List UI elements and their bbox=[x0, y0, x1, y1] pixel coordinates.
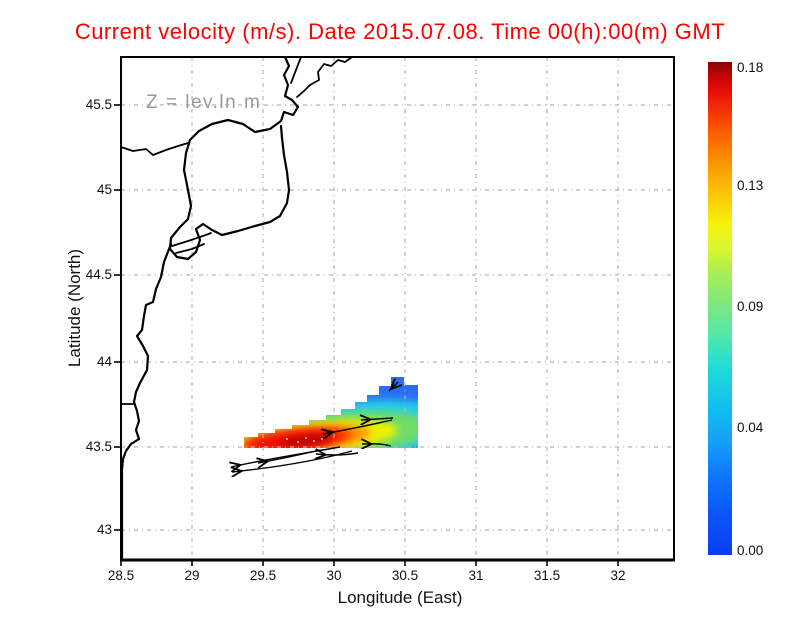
current-vector-arrows bbox=[231, 382, 398, 472]
layer-annotation: Z = lev.ln m bbox=[146, 92, 261, 113]
inlet-spur-north bbox=[120, 142, 189, 156]
x-tick-label: 30.5 bbox=[392, 568, 418, 583]
y-axis-title: Latitude (North) bbox=[65, 249, 84, 367]
x-tick-label: 28.5 bbox=[108, 568, 134, 583]
x-tick-labels: 28.5 29 29.5 30 30.5 31 31.5 32 bbox=[108, 568, 626, 583]
corner-vector-arrow bbox=[388, 382, 398, 392]
y-tick-label: 43 bbox=[97, 522, 112, 537]
delta-branch bbox=[290, 56, 302, 84]
x-axis-title: Longitude (East) bbox=[338, 588, 463, 607]
coastline bbox=[120, 55, 353, 562]
plot-frame bbox=[120, 56, 675, 561]
x-tick-label: 30 bbox=[326, 568, 341, 583]
gridlines bbox=[121, 57, 674, 560]
x-tick-label: 29.5 bbox=[250, 568, 276, 583]
lagoon-spit-line-2 bbox=[175, 243, 205, 254]
colorbar-tick-label: 0.00 bbox=[737, 543, 763, 558]
colorbar-tick-label: 0.04 bbox=[737, 420, 764, 435]
y-tick-label: 44 bbox=[97, 354, 113, 369]
delta-front bbox=[296, 56, 353, 98]
axis-ticks bbox=[114, 104, 619, 566]
x-tick-label: 29 bbox=[184, 568, 199, 583]
colorbar-tick-label: 0.09 bbox=[737, 299, 763, 314]
y-tick-label: 43.5 bbox=[86, 439, 112, 454]
x-tick-label: 31 bbox=[468, 568, 483, 583]
colorbar: 0.18 0.13 0.09 0.04 0.00 bbox=[708, 60, 764, 558]
y-tick-label: 45 bbox=[97, 182, 112, 197]
velocity-field-patch bbox=[244, 377, 418, 448]
plot-title: Current velocity (m/s). Date 2015.07.08.… bbox=[75, 19, 725, 44]
x-tick-label: 31.5 bbox=[534, 568, 560, 583]
lagoon-spit-line bbox=[171, 232, 212, 247]
y-tick-label: 44.5 bbox=[86, 267, 112, 282]
x-tick-label: 32 bbox=[610, 568, 625, 583]
colorbar-tick-label: 0.18 bbox=[737, 60, 763, 75]
y-tick-label: 45.5 bbox=[86, 97, 112, 112]
colorbar-gradient bbox=[708, 62, 732, 555]
y-tick-labels: 45.5 45 44.5 44 43.5 43 bbox=[86, 97, 113, 537]
colorbar-tick-label: 0.13 bbox=[737, 178, 763, 193]
